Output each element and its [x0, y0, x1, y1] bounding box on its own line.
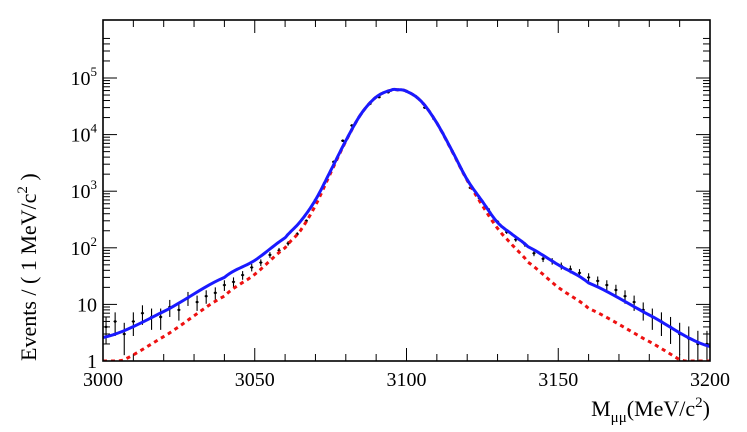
y-tick-label-base: 10 [71, 238, 91, 260]
data-point [587, 276, 590, 279]
data-point [241, 273, 244, 277]
total-fit-curve [103, 87, 710, 349]
x-tick-label: 3050 [235, 369, 275, 391]
data-point [159, 315, 162, 319]
data-point [532, 251, 536, 255]
series-layer [103, 87, 710, 361]
y-tick-label: 10 [77, 294, 97, 316]
x-tick-label: 3000 [83, 369, 123, 391]
y-tick-label: 105 [71, 64, 98, 90]
y-tick-label: 1 [87, 351, 97, 373]
x-axis-label-sub: μμ [611, 410, 627, 426]
axis-ticks [102, 20, 711, 362]
data-point [104, 325, 108, 329]
data-point [578, 271, 581, 275]
y-tick-label: 103 [71, 177, 98, 203]
y-tick-label-exp: 2 [91, 234, 98, 249]
y-tick-label-base: 10 [71, 68, 91, 90]
x-tick-label: 3100 [387, 369, 427, 391]
y-tick-label-exp: 5 [91, 64, 98, 79]
data-point [132, 320, 135, 323]
x-axis-label-unit: (MeV/c [627, 396, 696, 421]
data-point [141, 311, 144, 315]
data-point [623, 294, 627, 298]
data-point [341, 139, 345, 143]
data-point [541, 257, 545, 261]
x-axis-label-unit-end: ) [703, 396, 710, 421]
plot-area [103, 87, 710, 361]
data-point [596, 279, 600, 283]
data-point [122, 332, 126, 336]
data-point [204, 294, 208, 298]
y-tick-label-exp: 4 [91, 121, 98, 136]
data-point [259, 261, 263, 264]
x-tick-label: 3200 [690, 369, 730, 391]
y-axis-label: Events / ( 1 MeV/c2 ) [15, 173, 41, 361]
x-axis-label-unit-sup: 2 [695, 395, 703, 411]
data-point [614, 288, 618, 292]
data-point [177, 308, 181, 312]
x-axis-label-main: M [591, 396, 611, 421]
y-axis-label-sup: 2 [15, 186, 31, 194]
data-point [632, 300, 636, 304]
data-point [113, 320, 117, 323]
data-point [232, 280, 235, 284]
y-tick-label: 104 [71, 121, 98, 147]
data-point [605, 283, 609, 287]
data-points [104, 88, 709, 361]
y-tick-label-exp: 3 [91, 177, 98, 192]
data-point [195, 300, 199, 304]
plot-frame [102, 19, 711, 362]
x-tick-label: 3150 [538, 369, 578, 391]
data-point [250, 266, 254, 269]
y-tick-label: 102 [71, 234, 98, 260]
y-axis-label-end: ) [16, 173, 41, 186]
x-tick-labels: 3000 3050 3100 3150 3200 [83, 369, 730, 391]
data-point [223, 283, 226, 287]
data-point [213, 291, 217, 295]
y-axis-label-main: Events / ( 1 MeV/c [16, 193, 41, 361]
y-tick-label-base: 10 [71, 125, 91, 147]
data-point [268, 253, 272, 257]
signal-curve [103, 87, 710, 361]
y-tick-label-base: 10 [71, 181, 91, 203]
x-axis-label: Mμμ(MeV/c2) [591, 395, 710, 426]
